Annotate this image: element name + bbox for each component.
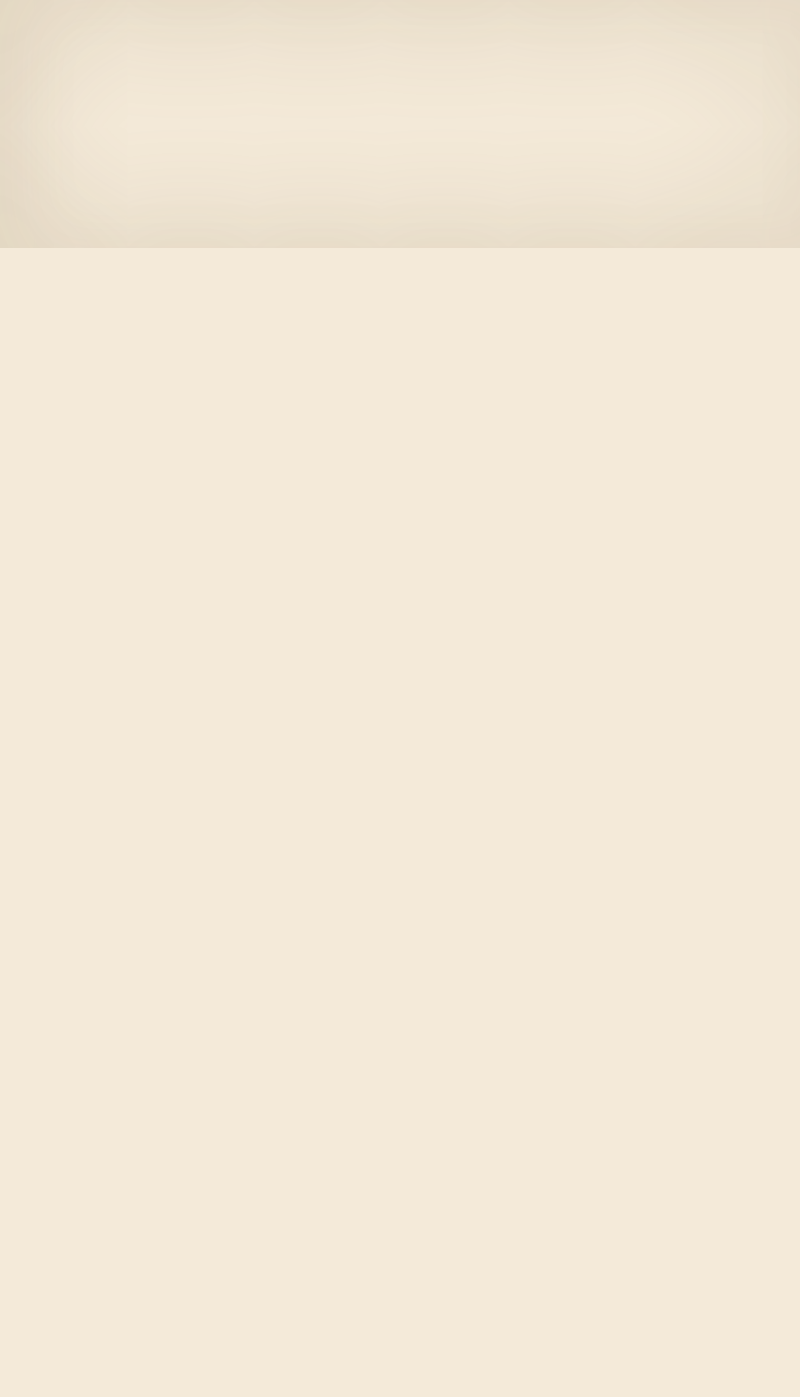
paper-vignette [0, 0, 800, 248]
page-container [0, 0, 800, 248]
